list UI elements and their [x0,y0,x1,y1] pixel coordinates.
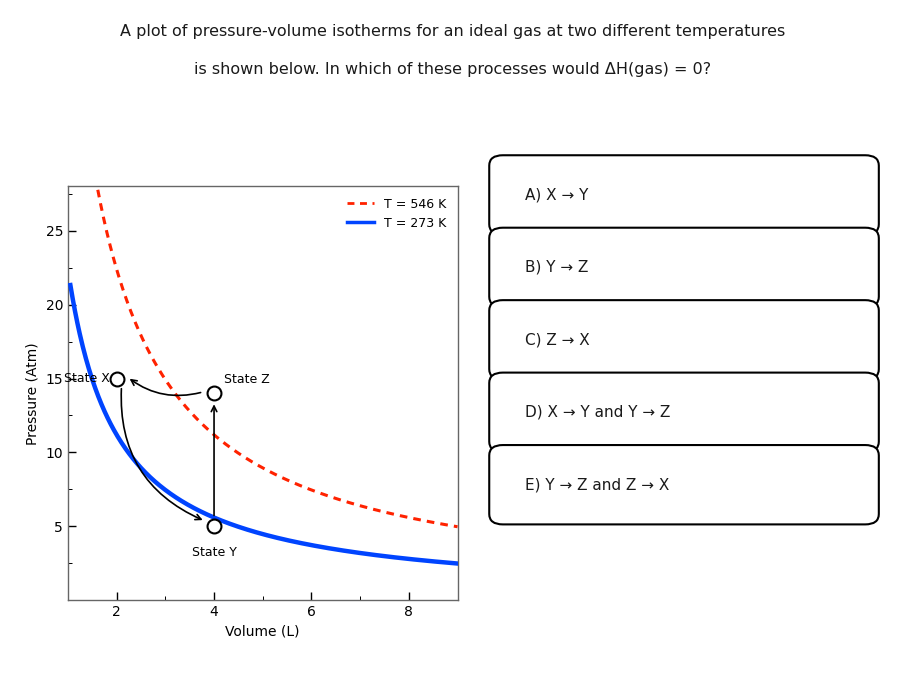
X-axis label: Volume (L): Volume (L) [226,624,300,639]
Text: State X: State X [64,372,111,385]
Text: State Z: State Z [224,373,269,386]
Y-axis label: Pressure (Atm): Pressure (Atm) [26,342,40,444]
Text: A) X → Y: A) X → Y [525,188,589,202]
Text: B) Y → Z: B) Y → Z [525,260,589,275]
Text: is shown below. In which of these processes would ΔH(gas) = 0?: is shown below. In which of these proces… [195,62,711,77]
Text: State Y: State Y [191,546,236,559]
Text: C) Z → X: C) Z → X [525,333,590,347]
Legend: T = 546 K, T = 273 K: T = 546 K, T = 273 K [342,193,451,235]
Text: D) X → Y and Y → Z: D) X → Y and Y → Z [525,405,670,420]
Text: E) Y → Z and Z → X: E) Y → Z and Z → X [525,477,670,492]
Text: A plot of pressure-volume isotherms for an ideal gas at two different temperatur: A plot of pressure-volume isotherms for … [120,24,786,39]
